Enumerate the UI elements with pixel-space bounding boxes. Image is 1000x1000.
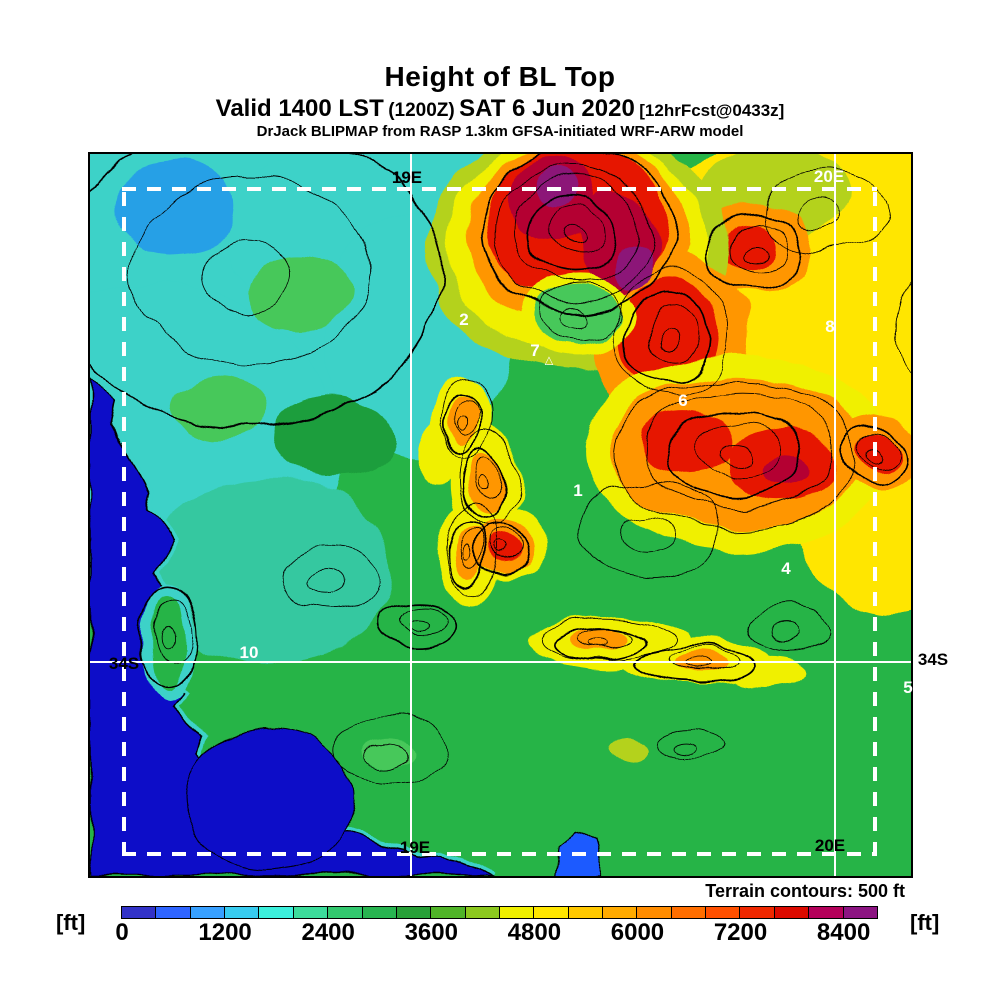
colorbar-tick: 8400 [816, 919, 871, 946]
site-triangle-marker: △ [544, 354, 554, 367]
label-lon-bottom-left: 19E [399, 838, 431, 857]
label-lon-top-left: 19E [391, 168, 423, 187]
valid-time: Valid 1400 LST [215, 94, 384, 122]
label-lon-bottom-right: 20E [814, 836, 846, 855]
valid-date: SAT 6 Jun 2020 [459, 94, 635, 122]
contour-line [896, 280, 911, 382]
colorbar-cell [739, 906, 775, 919]
colorbar-cell [636, 906, 672, 919]
colorbar-tick: 6000 [610, 919, 665, 946]
site-number: 10 [239, 643, 259, 662]
colorbar-cell [258, 906, 294, 919]
colorbar-cell [292, 906, 329, 919]
site-number: 7 [530, 341, 540, 360]
label-lat-right: 34S [917, 650, 949, 669]
colorbar-cell [395, 906, 432, 919]
colorbar-cell [155, 906, 191, 919]
valid-zulu: (1200Z) [388, 99, 455, 121]
colorbar-unit-left: [ft] [56, 910, 86, 935]
colorbar-cell [773, 906, 810, 919]
colorbar-tick: 0 [115, 919, 129, 946]
site-number: 2 [459, 310, 469, 329]
colorbar-cell [533, 906, 569, 919]
page-title: Height of BL Top [384, 61, 616, 92]
site-number: 6 [678, 391, 688, 410]
site-number: 1 [573, 481, 583, 500]
site-number: 4 [781, 559, 791, 578]
valid-line: Valid 1400 LST (1200Z) SAT 6 Jun 2020 [1… [0, 94, 1000, 122]
colorbar-cell [430, 906, 466, 919]
colorbar-cell [567, 906, 604, 919]
label-lon-top-right: 20E [813, 167, 845, 186]
terrain-contours-footnote: Terrain contours: 500 ft [705, 881, 905, 901]
colorbar-cell [842, 906, 878, 919]
label-lat-left: 34S [108, 654, 140, 673]
colorbar-cell [670, 906, 707, 919]
colorbar-cell [705, 906, 741, 919]
colorbar-tick: 2400 [301, 919, 355, 946]
site-number: 8 [825, 317, 835, 336]
colorbar-tick: 3600 [404, 919, 458, 946]
colorbar-cell [224, 906, 260, 919]
colorbar-unit-right: [ft] [910, 910, 940, 935]
colorbar-cell [327, 906, 363, 919]
model-line: DrJack BLIPMAP from RASP 1.3km GFSA-init… [256, 123, 744, 141]
colorbar-tick: 7200 [713, 919, 768, 946]
colorbar-cell [602, 906, 638, 919]
colorbar-tick-labels: 0 1200 2400 3600 4800 6000 7200 8400 [115, 919, 878, 946]
colorbar-cell [121, 906, 157, 919]
header: Height of BL Top Valid 1400 LST (1200Z) … [0, 61, 1000, 141]
colorbar [121, 906, 878, 919]
colorbar-cell [189, 906, 226, 919]
colorbar-cell [464, 906, 500, 919]
colorbar-cell [808, 906, 844, 919]
colorbar-tick: 4800 [507, 919, 562, 946]
map-canvas[interactable]: 19E 20E 19E 20E 34S 2 7 6 8 1 4 10 5 △ [88, 152, 913, 878]
domain-boundary-dashed-rect [122, 187, 877, 856]
colorbar-cell [498, 906, 535, 919]
site-number: 5 [903, 678, 913, 697]
forecast-tag: [12hrFcst@0433z] [639, 100, 785, 120]
colorbar-cell [361, 906, 397, 919]
colorbar-tick: 1200 [198, 919, 252, 946]
